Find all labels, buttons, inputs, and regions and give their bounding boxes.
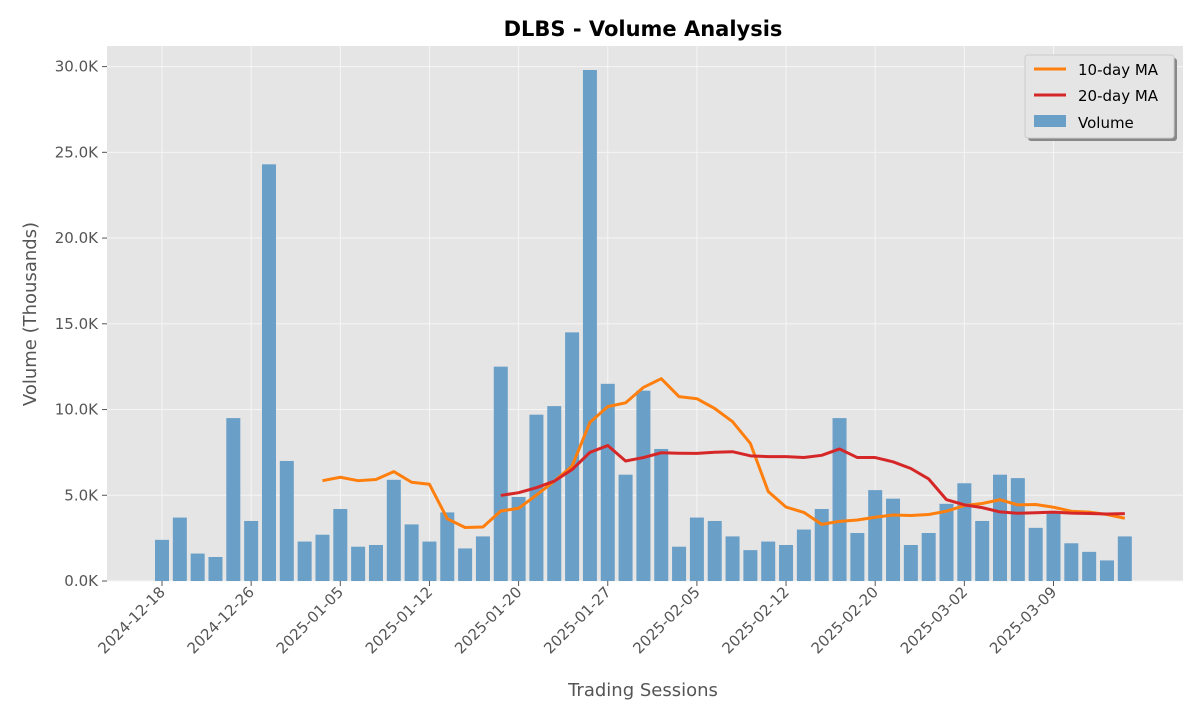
volume-bar <box>814 508 829 581</box>
volume-bar <box>707 520 722 581</box>
volume-bar <box>743 550 758 581</box>
x-axis-title: Trading Sessions <box>567 680 718 701</box>
volume-bar <box>921 532 936 581</box>
legend-label-volume: Volume <box>1078 114 1134 132</box>
chart-title: DLBS - Volume Analysis <box>504 17 783 41</box>
volume-bar <box>315 534 330 581</box>
volume-bar <box>190 553 205 581</box>
x-tick-label: 2025-02-20 <box>808 583 882 657</box>
volume-bar <box>1046 512 1061 581</box>
volume-bar <box>351 546 366 581</box>
y-tick-label: 25.0K <box>55 143 99 161</box>
volume-bar <box>458 548 473 581</box>
y-tick-label: 30.0K <box>55 58 99 76</box>
x-tick-label: 2024-12-26 <box>184 583 258 657</box>
volume-bar <box>582 70 597 581</box>
volume-bar <box>600 383 615 581</box>
legend: 10-day MA 20-day MA Volume <box>1024 54 1177 141</box>
x-tick-label: 2025-02-12 <box>718 583 792 657</box>
volume-bar <box>333 508 348 581</box>
x-tick-label: 2024-12-18 <box>94 583 168 657</box>
volume-bar <box>404 524 419 581</box>
volume-bar <box>475 536 490 581</box>
volume-bar <box>832 418 847 581</box>
volume-bar <box>244 520 259 581</box>
volume-bar <box>850 532 865 581</box>
volume-bar <box>226 418 241 581</box>
x-tick-label: 2025-02-05 <box>629 583 703 657</box>
volume-bar <box>155 539 169 581</box>
volume-bar <box>440 512 455 581</box>
volume-bar <box>529 414 544 581</box>
volume-bar <box>868 490 883 581</box>
x-tick-label: 2025-01-12 <box>362 583 436 657</box>
x-tick-label: 2025-01-20 <box>451 583 525 657</box>
ma10-line <box>322 377 1126 529</box>
y-tick-label: 5.0K <box>64 486 99 504</box>
volume-bar <box>208 556 223 581</box>
y-axis-ticks: 0.0K 5.0K 10.0K 15.0K 20.0K 25.0K 30.0K <box>55 58 107 590</box>
volume-bar <box>672 546 687 581</box>
volume-bar <box>297 541 312 581</box>
x-tick-label: 2025-01-27 <box>540 583 614 657</box>
x-axis-ticks: 2024-12-18 2024-12-26 2025-01-05 2025-01-12… <box>94 581 1060 657</box>
volume-bar <box>1117 536 1132 581</box>
volume-bar <box>493 366 508 581</box>
volume-bar <box>618 474 633 581</box>
volume-bar <box>957 483 972 581</box>
volume-bar <box>654 448 669 581</box>
volume-bar <box>725 536 740 581</box>
legend-label-ma20: 20-day MA <box>1078 87 1159 105</box>
volume-bar <box>779 544 794 581</box>
volume-bar <box>993 474 1008 581</box>
volume-bar <box>939 503 954 581</box>
volume-bar <box>689 517 704 581</box>
volume-bar <box>422 541 437 581</box>
volume-bar <box>261 164 276 581</box>
volume-bar <box>386 479 401 581</box>
ma20-line <box>500 444 1125 516</box>
legend-swatch-volume <box>1034 115 1066 127</box>
volume-bar <box>1064 543 1079 581</box>
moving-average-lines <box>322 377 1126 529</box>
y-axis-title: Volume (Thousands) <box>20 222 41 406</box>
volume-bar <box>975 520 990 581</box>
volume-bar <box>1082 551 1097 581</box>
volume-bar <box>1010 478 1025 581</box>
volume-bar <box>547 406 562 581</box>
volume-bar <box>886 498 901 581</box>
volume-bar <box>172 517 187 581</box>
y-tick-label: 10.0K <box>55 401 99 419</box>
legend-label-ma10: 10-day MA <box>1078 61 1159 79</box>
volume-bar <box>903 544 918 581</box>
volume-bars <box>155 70 1132 581</box>
y-tick-label: 20.0K <box>55 229 99 247</box>
x-tick-label: 2025-01-05 <box>273 583 347 657</box>
volume-bar <box>636 390 651 581</box>
volume-bar <box>796 529 811 581</box>
volume-bar <box>1028 527 1043 581</box>
volume-bar <box>279 460 294 581</box>
volume-bar <box>565 332 580 581</box>
y-tick-label: 0.0K <box>64 572 99 590</box>
x-tick-label: 2025-03-02 <box>897 583 971 657</box>
x-tick-label: 2025-03-09 <box>986 583 1060 657</box>
volume-bar <box>511 496 526 581</box>
y-tick-label: 15.0K <box>55 315 99 333</box>
volume-bar <box>368 544 383 581</box>
volume-bar <box>1099 560 1114 581</box>
volume-bar <box>761 541 776 581</box>
